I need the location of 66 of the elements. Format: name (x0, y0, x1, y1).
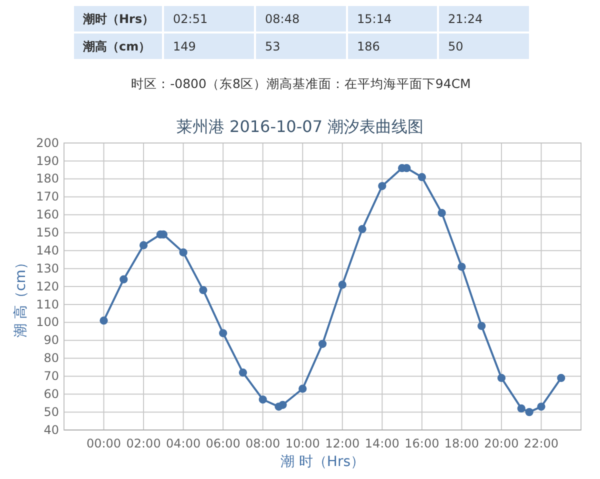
point (517, 404, 526, 413)
chart-title: 莱州港 2016-10-07 潮汐表曲线图 (176, 117, 424, 136)
x-axis-title: 潮 时（Hrs） (280, 454, 365, 470)
point (199, 286, 208, 294)
y-axis-title: 潮 高（cm） (13, 256, 29, 338)
text: 53 (265, 39, 280, 54)
y-tick-label: 200 (36, 136, 59, 150)
point (378, 182, 386, 190)
text: 02:51 (173, 12, 208, 26)
y-tick-label: 70 (44, 369, 59, 384)
point (278, 400, 287, 409)
text: 08:48 (265, 12, 300, 26)
y-tick-label: 50 (44, 404, 59, 419)
text: 潮时（Hrs） (82, 12, 154, 26)
x-tick-label: 18:00 (444, 436, 479, 451)
text: 15:14 (357, 12, 392, 26)
x-tick-label: 06:00 (206, 436, 240, 451)
point (537, 402, 546, 411)
point (258, 395, 267, 404)
x-tick-label: 02:00 (126, 436, 161, 451)
point (219, 329, 228, 338)
y-tick-label: 150 (36, 226, 59, 240)
point (238, 368, 248, 377)
x-tick-label: 08:00 (246, 436, 280, 451)
text: 149 (173, 39, 196, 54)
point (358, 225, 366, 234)
point (120, 275, 128, 284)
y-tick-label: 170 (36, 190, 59, 204)
x-tick-label: 00:00 (86, 436, 122, 451)
y-tick-label: 40 (44, 422, 59, 437)
point (139, 241, 148, 250)
x-tick-label: 20:00 (484, 436, 519, 451)
point (458, 262, 466, 271)
y-tick-label: 140 (36, 243, 59, 258)
x-tick-label: 14:00 (364, 436, 400, 451)
text: 50 (448, 39, 464, 54)
y-tick-label: 60 (44, 386, 59, 401)
x-tick-label: 12:00 (325, 436, 360, 451)
x-tick-label: 22:00 (524, 436, 559, 451)
text: 186 (357, 39, 380, 54)
y-tick-label: 110 (36, 297, 59, 312)
point (525, 408, 534, 416)
point (100, 316, 108, 325)
y-tick-label: 120 (36, 279, 59, 294)
point (497, 374, 506, 382)
y-tick-label: 190 (36, 154, 59, 168)
point (418, 173, 426, 182)
point (318, 340, 327, 348)
point (298, 384, 307, 393)
y-tick-label: 100 (36, 315, 59, 330)
point (338, 280, 346, 289)
y-tick-label: 90 (44, 333, 59, 348)
point (557, 374, 566, 382)
point (438, 208, 446, 218)
x-tick-label: 04:00 (166, 436, 201, 451)
x-tick-label: 10:00 (285, 436, 320, 451)
y-tick-label: 80 (44, 351, 59, 366)
y-tick-label: 160 (36, 208, 59, 222)
text: 21:24 (448, 12, 483, 26)
x-tick-label: 16:00 (404, 436, 440, 451)
point (179, 248, 188, 256)
y-tick-label: 130 (36, 261, 59, 276)
text: 时区：-0800（东8区）潮高基准面：在平均海平面下94CM (131, 76, 471, 91)
text: 潮高（cm） (82, 39, 151, 54)
y-tick-label: 180 (36, 172, 59, 186)
point (478, 322, 486, 330)
